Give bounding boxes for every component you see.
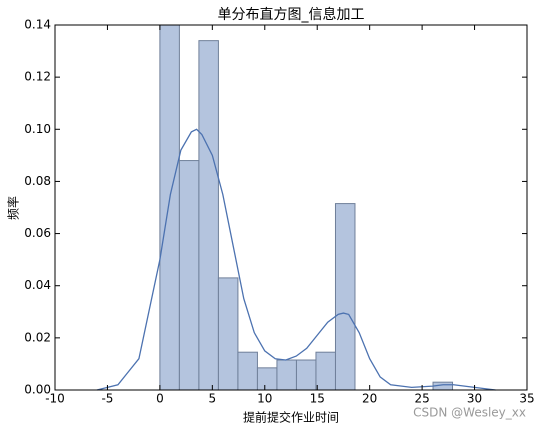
watermark: CSDN @Wesley_xx [413,406,526,420]
x-tick-label: 35 [519,392,534,406]
bar [237,351,258,391]
x-axis-label: 提前提交作业时间 [243,410,339,425]
x-tick-label: 15 [310,392,325,406]
bar [178,160,200,391]
y-tick-label: 0.10 [24,122,51,136]
y-tick-label: 0.06 [24,226,51,240]
bar [334,203,356,391]
chart-title: 单分布直方图_信息加工 [218,6,365,23]
x-tick-label: 20 [362,392,377,406]
x-tick-label: -10 [45,392,65,406]
x-tick-label: 30 [467,392,482,406]
bar [295,359,317,391]
bar [159,24,180,391]
y-tick-label: 0.12 [24,70,51,84]
plot-frame [54,24,528,391]
y-tick-label: 0.02 [24,330,51,344]
x-tick-label: 5 [209,392,217,406]
y-tick-label: 0.14 [24,18,51,32]
y-tick-label: 0.08 [24,174,51,188]
kde-line [96,128,496,391]
bar [315,351,336,391]
bar [198,40,219,391]
y-axis-label: 频率 [6,196,21,220]
x-tick-label: 0 [156,392,164,406]
x-tick-label: 25 [414,392,429,406]
bar [276,359,297,391]
x-tick-label: 10 [257,392,272,406]
x-tick-label: -5 [101,392,113,406]
bar [256,367,278,391]
y-tick-label: 0.00 [24,383,51,397]
bar [217,277,239,391]
y-tick-label: 0.04 [24,278,51,292]
